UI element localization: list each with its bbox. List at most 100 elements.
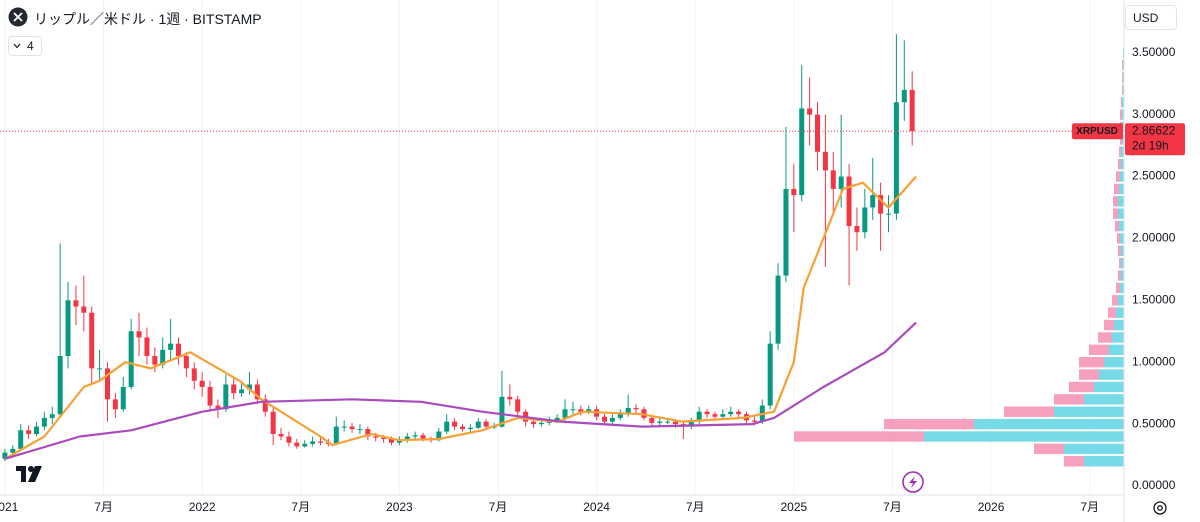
candle-body	[317, 441, 323, 443]
profile-up	[1119, 220, 1124, 232]
y-tick-label: 2.50000	[1132, 169, 1176, 183]
candle-body	[704, 411, 710, 415]
candle-body	[294, 442, 300, 447]
candle-body	[270, 411, 276, 435]
candle-body	[199, 380, 205, 387]
candle-body	[578, 409, 584, 412]
profile-up	[1118, 208, 1124, 219]
profile-up	[1121, 270, 1124, 281]
profile-down	[1122, 84, 1123, 96]
candle-body	[246, 384, 252, 390]
candle-body	[602, 416, 608, 422]
moving-average	[4, 175, 917, 460]
profile-up	[1119, 183, 1124, 195]
profile-down	[1121, 97, 1122, 108]
candle-body	[57, 356, 63, 415]
candle-body	[783, 188, 789, 276]
profile-up	[1122, 109, 1124, 120]
settings-icon[interactable]	[1153, 501, 1167, 515]
x-tick-label: 2022	[189, 500, 216, 514]
candle-body	[10, 448, 16, 453]
candle-body	[310, 441, 316, 444]
candle-body	[18, 430, 24, 449]
y-tick-label: 3.50000	[1132, 45, 1176, 59]
candle-body	[2, 452, 8, 459]
profile-down	[1113, 196, 1118, 207]
profile-up	[1121, 245, 1124, 256]
profile-down	[1116, 171, 1120, 182]
candle-body	[65, 300, 71, 357]
candle-body	[499, 396, 505, 427]
profile-down	[1112, 295, 1118, 306]
candle-body	[207, 386, 213, 406]
x-tick-label: 7月	[686, 500, 705, 514]
candle-body	[720, 414, 726, 417]
candle-body	[41, 417, 47, 427]
candle-body	[838, 176, 844, 189]
symbol-icon	[8, 7, 28, 27]
candle-body	[609, 417, 615, 422]
profile-up	[1116, 307, 1124, 318]
profile-up	[1112, 332, 1124, 343]
candle-body	[160, 349, 166, 365]
candle-body	[89, 312, 95, 369]
profile-down	[794, 431, 924, 442]
candle-body	[846, 176, 852, 227]
profile-up	[1120, 171, 1124, 182]
y-tick-label: 0.00000	[1132, 478, 1176, 492]
candle-body	[144, 337, 150, 357]
x-tick-label: 7月	[489, 500, 508, 514]
volume-profile	[794, 47, 1124, 467]
candle-body	[286, 436, 292, 443]
indicator-toggle[interactable]: 4	[8, 36, 42, 56]
candles	[2, 34, 915, 462]
profile-down	[1104, 319, 1114, 331]
profile-up	[1121, 158, 1124, 170]
candle-body	[712, 414, 718, 417]
candle-body	[97, 368, 103, 370]
candle-body	[452, 421, 458, 427]
profile-up	[1122, 97, 1124, 108]
candle-body	[349, 426, 355, 430]
chart-title: リップル／米ドル · 1週 · BITSTAMP	[34, 11, 262, 27]
candle-body	[73, 300, 79, 307]
axes: 0.00000 0.50000 1.00000 1.50000 2.00000 2.500…	[0, 45, 1185, 514]
candle-body	[381, 437, 387, 439]
currency-select[interactable]: USD	[1125, 5, 1177, 30]
y-tick-label: 3.00000	[1132, 107, 1176, 121]
events-icon[interactable]	[902, 471, 924, 493]
candle-body	[262, 399, 268, 412]
y-tick-label: 1.00000	[1132, 354, 1176, 368]
profile-up	[1064, 443, 1124, 455]
candle-body	[751, 420, 757, 422]
candle-body	[388, 438, 394, 443]
profile-up	[1099, 369, 1124, 380]
profile-down	[1079, 369, 1099, 380]
x-tick-label: 7月	[1080, 500, 1099, 514]
candle-body	[239, 389, 245, 394]
last-price-label: 2.86622	[1132, 123, 1176, 137]
candle-body	[862, 207, 868, 233]
profile-down	[1069, 381, 1094, 393]
candle-body	[728, 411, 734, 415]
candle-body	[886, 213, 892, 215]
candle-body	[136, 331, 142, 338]
candle-body	[223, 384, 229, 410]
profile-up	[1121, 146, 1124, 157]
symbol-label: XRPUSD	[1076, 126, 1118, 137]
candle-body	[33, 426, 39, 435]
x-tick-label: 2026	[978, 500, 1005, 514]
candle-body	[278, 434, 284, 437]
candle-body	[531, 421, 537, 425]
profile-up	[1054, 406, 1124, 417]
profile-up	[1084, 394, 1124, 405]
candle-body	[459, 426, 465, 430]
profile-down	[1120, 109, 1122, 120]
candle-body	[412, 435, 418, 437]
candle-body	[404, 436, 410, 441]
candle-body	[570, 409, 576, 411]
countdown-label: 2d 19h	[1132, 138, 1169, 152]
candle-body	[507, 396, 513, 400]
candle-body	[120, 386, 126, 410]
